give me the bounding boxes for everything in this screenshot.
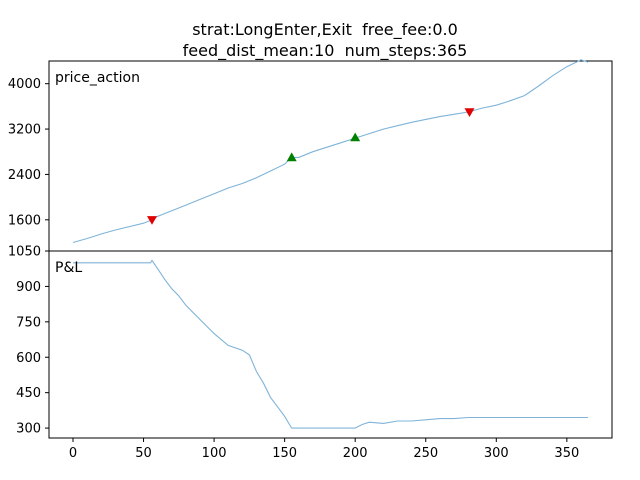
buy-marker xyxy=(350,132,361,142)
pnl-y-tick-label: 900 xyxy=(16,280,41,295)
x-tick-label: 0 xyxy=(69,446,77,461)
pnl-y-tick-label: 600 xyxy=(16,351,41,366)
x-tick-label: 200 xyxy=(343,446,368,461)
price-action-y-tick-label: 3200 xyxy=(8,123,41,138)
price-action-y-tick-label: 1600 xyxy=(8,213,41,228)
x-tick-label: 150 xyxy=(272,446,297,461)
x-tick-label: 350 xyxy=(554,446,579,461)
price-action-axes-frame xyxy=(48,60,613,252)
pnl-axes-frame xyxy=(48,250,613,439)
chart-title: strat:LongEnter,Exit free_fee:0.0 feed_d… xyxy=(0,19,640,61)
pnl-panel-label: P&L xyxy=(55,260,82,276)
chart-title-line-1: strat:LongEnter,Exit free_fee:0.0 xyxy=(192,20,458,39)
price-action-y-tick-label: 2400 xyxy=(8,168,41,183)
x-tick-label: 100 xyxy=(202,446,227,461)
price-action-y-tick-label: 4000 xyxy=(8,77,41,92)
price-action-panel-label: price_action xyxy=(55,70,140,86)
x-tick-label: 250 xyxy=(413,446,438,461)
price-action-panel: 1050 1600 2400 3200 4000 price_action xyxy=(8,59,613,260)
chart-title-line-2: feed_dist_mean:10 num_steps:365 xyxy=(182,41,468,60)
x-tick-label: 300 xyxy=(484,446,509,461)
price-action-y-tick-label: 1050 xyxy=(8,245,41,260)
x-tick-label: 50 xyxy=(135,446,152,461)
pnl-series-line xyxy=(73,259,588,429)
pnl-panel: 300 450 600 750 900 0 50 100 150 200 250 300 350 P&L xyxy=(16,250,613,461)
pnl-y-tick-label: 750 xyxy=(16,315,41,330)
pnl-y-tick-label: 450 xyxy=(16,386,41,401)
buy-marker xyxy=(286,152,297,162)
price-action-series-line xyxy=(72,59,589,244)
pnl-y-tick-label: 300 xyxy=(16,422,41,437)
sell-marker xyxy=(147,216,157,225)
sell-marker xyxy=(464,108,475,117)
